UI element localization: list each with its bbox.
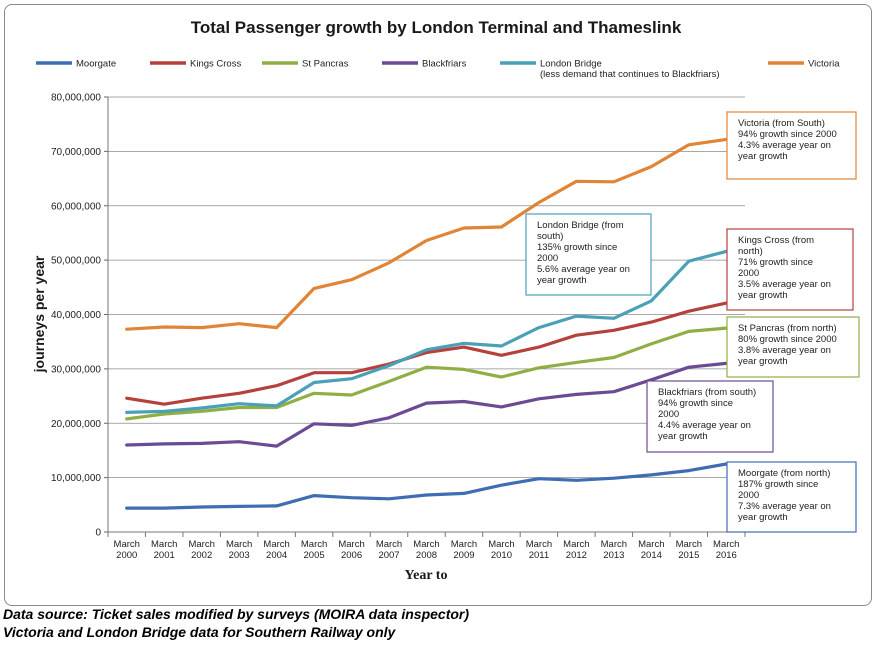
annotation-box xyxy=(726,461,857,533)
x-tick-label: March 2015 xyxy=(676,539,702,561)
x-tick-label: March 2006 xyxy=(338,539,364,561)
y-tick-label: 80,000,000 xyxy=(51,93,101,104)
x-tick-label: March 2003 xyxy=(226,539,252,561)
x-axis: March 2000 March 2001 March 2002 March 2003 Marc… xyxy=(107,531,746,561)
y-tick-label: 20,000,000 xyxy=(51,419,101,430)
annotation-text: Victoria (from South) 94% growth since 20… xyxy=(738,118,837,162)
annotation-moorgate: Moorgate (from north) 187% growth since 20… xyxy=(726,461,857,533)
legend-item-moorgate: Moorgate xyxy=(36,59,116,70)
x-tick-label: March 2004 xyxy=(263,539,289,561)
y-axis-label: journeys per year xyxy=(31,255,47,373)
annotation-text: Kings Cross (from north) 71% growth since 2… xyxy=(738,235,831,301)
series-line-kings-cross xyxy=(125,301,728,406)
annotation-box xyxy=(726,111,857,180)
x-tick-label: March 2012 xyxy=(563,539,589,561)
series-line-moorgate xyxy=(125,462,728,510)
annotation-text: Blackfriars (from south) 94% growth since… xyxy=(658,387,756,442)
annotations: Victoria (from South) 94% growth since 20… xyxy=(525,111,860,533)
y-tick-label: 70,000,000 xyxy=(51,147,101,158)
x-tick-label: March 2008 xyxy=(413,539,439,561)
x-tick-label: March 2001 xyxy=(151,539,177,561)
y-tick-label: 10,000,000 xyxy=(51,473,101,484)
x-tick-label: March 2011 xyxy=(526,539,552,561)
annotation-box xyxy=(726,228,854,311)
legend-label: Blackfriars xyxy=(422,59,467,70)
x-tick-label: March 2014 xyxy=(638,539,664,561)
y-tick-label: 60,000,000 xyxy=(51,201,101,212)
annotation-kings-cross: Kings Cross (from north) 71% growth since 2… xyxy=(726,228,854,311)
legend-item-st-pancras: St Pancras xyxy=(262,59,349,70)
annotation-text: St Pancras (from north) 80% growth since … xyxy=(738,323,837,367)
y-tick-label: 50,000,000 xyxy=(51,256,101,267)
line-chart: Total Passenger growth by London Termina… xyxy=(31,18,860,583)
x-tick-label: March 2000 xyxy=(114,539,140,561)
series-line-st-pancras xyxy=(125,326,728,421)
x-axis-label: Year to xyxy=(405,568,448,583)
annotation-london-bridge: London Bridge (from south) 135% growth sin… xyxy=(525,213,652,296)
legend-item-london-bridge: London Bridge(less demand that continues… xyxy=(500,59,720,80)
legend-label: London Bridge xyxy=(540,59,602,70)
series-line-london-bridge xyxy=(125,249,728,414)
series-lines xyxy=(125,137,728,510)
footnote-scope: Victoria and London Bridge data for Sout… xyxy=(3,624,396,640)
x-tick-label: March 2013 xyxy=(601,539,627,561)
legend-label: Moorgate xyxy=(76,59,116,70)
annotation-box xyxy=(525,213,652,296)
footnote-source: Data source: Ticket sales modified by su… xyxy=(3,606,470,622)
y-axis: 0 10,000,000 20,000,000 30,000,000 40,000,00… xyxy=(51,93,109,539)
y-tick-label: 0 xyxy=(95,528,101,539)
x-tick-label: March 2005 xyxy=(301,539,327,561)
annotation-blackfriars: Blackfriars (from south) 94% growth since… xyxy=(646,380,774,453)
x-tick-label: March 2007 xyxy=(376,539,402,561)
annotation-text: Moorgate (from north) 187% growth since 20… xyxy=(738,468,831,523)
chart-title: Total Passenger growth by London Termina… xyxy=(191,18,682,37)
legend-label-line2: (less demand that continues to Blackfria… xyxy=(540,69,720,80)
annotation-box xyxy=(726,316,860,378)
y-tick-label: 40,000,000 xyxy=(51,310,101,321)
x-tick-label: March 2016 xyxy=(713,539,739,561)
annotation-victoria: Victoria (from South) 94% growth since 20… xyxy=(726,111,857,180)
legend-item-victoria: Victoria xyxy=(768,59,840,70)
series-line-blackfriars xyxy=(125,361,728,448)
series-line-victoria xyxy=(125,137,728,331)
legend-label: Victoria xyxy=(808,59,840,70)
y-tick-label: 30,000,000 xyxy=(51,364,101,375)
x-tick-label: March 2010 xyxy=(488,539,514,561)
x-tick-label: March 2009 xyxy=(451,539,477,561)
legend-label: Kings Cross xyxy=(190,59,241,70)
x-tick-label: March 2002 xyxy=(188,539,214,561)
annotation-st-pancras: St Pancras (from north) 80% growth since … xyxy=(726,316,860,378)
legend: Moorgate Kings Cross St Pancras Blackfriars… xyxy=(36,59,840,80)
annotation-box xyxy=(646,380,774,453)
annotation-text: London Bridge (from south) 135% growth sin… xyxy=(537,220,630,286)
legend-item-blackfriars: Blackfriars xyxy=(382,59,467,70)
legend-label: St Pancras xyxy=(302,59,349,70)
legend-item-kings-cross: Kings Cross xyxy=(150,59,241,70)
